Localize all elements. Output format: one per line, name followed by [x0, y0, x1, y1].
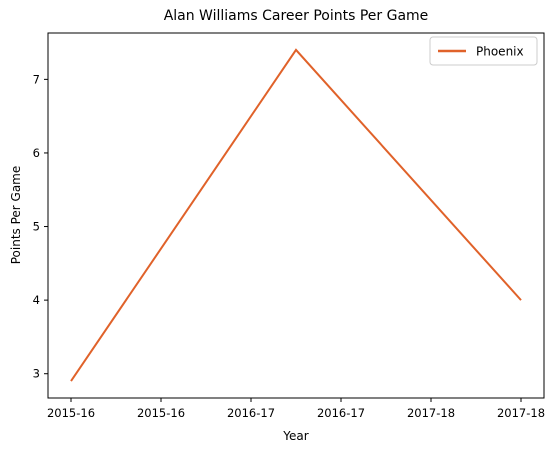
- y-tick-label: 7: [33, 72, 40, 86]
- x-axis-ticks: 2015-16 2015-16 2016-17 2016-17 2017-18 2017-…: [47, 398, 545, 420]
- plot-area-frame: [47, 32, 545, 399]
- x-axis-label: Year: [282, 429, 308, 443]
- x-tick-label: 2016-17: [317, 406, 365, 420]
- x-tick-label: 2017-18: [497, 406, 545, 420]
- x-tick-label: 2015-16: [47, 406, 95, 420]
- y-tick-label: 4: [33, 293, 40, 307]
- series-layer: [70, 48, 522, 382]
- y-tick-label: 5: [33, 220, 40, 234]
- series-line-phoenix: [70, 48, 522, 382]
- x-tick-label: 2016-17: [227, 406, 275, 420]
- legend: Phoenix: [429, 36, 538, 66]
- legend-label-phoenix: Phoenix: [476, 45, 524, 59]
- y-axis-ticks: 3 4 5 6 7: [33, 72, 48, 381]
- legend-box: [429, 36, 538, 66]
- x-tick-label: 2017-18: [407, 406, 455, 420]
- y-tick-label: 6: [33, 146, 40, 160]
- chart-title: Alan Williams Career Points Per Game: [164, 8, 429, 24]
- x-tick-label: 2015-16: [137, 406, 185, 420]
- y-tick-label: 3: [33, 367, 40, 381]
- y-axis-label: Points Per Game: [9, 166, 23, 265]
